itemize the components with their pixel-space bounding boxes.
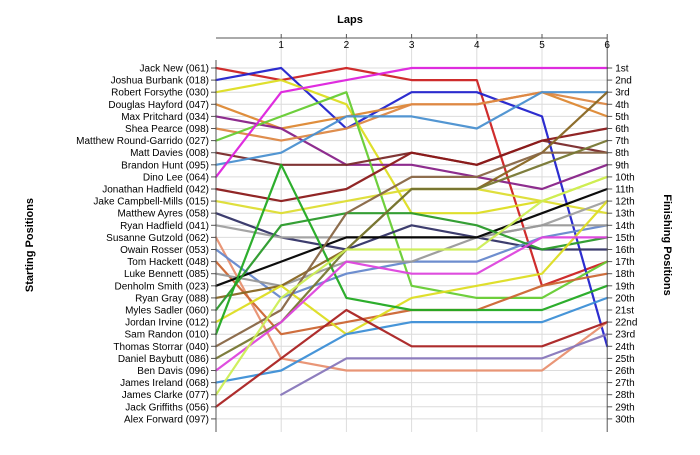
finish-label: 7th bbox=[615, 136, 629, 147]
start-label: Max Pritchard (034) bbox=[121, 112, 209, 123]
start-label: Denholm Smith (023) bbox=[115, 281, 209, 292]
finish-label: 9th bbox=[615, 160, 629, 171]
finish-label: 29th bbox=[615, 402, 634, 413]
series-line-29 bbox=[214, 308, 609, 408]
x-tick-label: 4 bbox=[474, 40, 480, 51]
start-label: Ryan Gray (088) bbox=[135, 293, 209, 304]
finish-label: 30th bbox=[615, 414, 634, 425]
finish-label: 23rd bbox=[615, 330, 635, 341]
series-line-24 bbox=[214, 151, 609, 348]
finish-label: 13th bbox=[615, 209, 634, 220]
series-line-26 bbox=[214, 236, 609, 372]
finish-label: 22nd bbox=[615, 318, 637, 329]
start-label: Dino Lee (064) bbox=[143, 172, 209, 183]
start-label: Joshua Burbank (018) bbox=[111, 76, 209, 87]
series-line-23 bbox=[214, 163, 609, 336]
start-label: James Clarke (077) bbox=[122, 390, 209, 401]
y-axis-right-title: Finishing Positions bbox=[661, 194, 673, 296]
finish-label: 4th bbox=[615, 100, 629, 111]
x-axis-title: Laps bbox=[337, 14, 363, 26]
start-label: Douglas Hayford (047) bbox=[108, 100, 209, 111]
finish-label: 2nd bbox=[615, 76, 632, 87]
start-label: James Ireland (068) bbox=[120, 378, 209, 389]
start-label: Shea Pearce (098) bbox=[125, 124, 209, 135]
finish-label: 16th bbox=[615, 245, 634, 256]
finish-label: 17th bbox=[615, 257, 634, 268]
finish-label: 10th bbox=[615, 172, 634, 183]
x-tick-label: 5 bbox=[539, 40, 545, 51]
finish-label: 26th bbox=[615, 366, 634, 377]
finish-label: 5th bbox=[615, 112, 629, 123]
x-tick-label: 2 bbox=[344, 40, 350, 51]
finish-label: 19th bbox=[615, 281, 634, 292]
series-line-5 bbox=[214, 115, 609, 191]
y-axis-left-title: Starting Positions bbox=[24, 197, 36, 293]
finish-label: 14th bbox=[615, 221, 634, 232]
series-line-19 bbox=[214, 187, 609, 287]
start-label: Jonathan Hadfield (042) bbox=[102, 185, 209, 196]
finish-label: 24th bbox=[615, 342, 634, 353]
start-label: Matt Davies (008) bbox=[130, 148, 209, 159]
start-label: Myles Sadler (060) bbox=[125, 306, 209, 317]
series-line-11 bbox=[214, 127, 609, 203]
start-label: Jake Campbell-Mills (015) bbox=[93, 197, 209, 208]
start-label: Thomas Storrar (040) bbox=[113, 342, 209, 353]
start-label: Robert Forsythe (030) bbox=[111, 88, 209, 99]
start-label: Jack New (061) bbox=[140, 64, 209, 75]
finish-label: 15th bbox=[615, 233, 634, 244]
start-label: Jordan Irvine (012) bbox=[125, 318, 209, 329]
start-label: Brandon Hunt (095) bbox=[121, 160, 209, 171]
series-line-7 bbox=[214, 91, 609, 299]
series-group bbox=[214, 66, 609, 408]
start-label: Ben Davis (096) bbox=[137, 366, 209, 377]
finish-label: 12th bbox=[615, 197, 634, 208]
finish-label: 3rd bbox=[615, 88, 629, 99]
start-label: Luke Bennett (085) bbox=[124, 269, 209, 280]
series-line-22 bbox=[214, 200, 609, 336]
finish-label: 8th bbox=[615, 148, 629, 159]
start-label: Tom Hackett (048) bbox=[127, 257, 209, 268]
finish-label: 6th bbox=[615, 124, 629, 135]
labels: 1 2 3 4 5 6 Jack New (061)Joshua Burbank (018)… bbox=[76, 40, 637, 425]
series-line-2 bbox=[214, 66, 609, 348]
finish-label: 1st bbox=[615, 64, 629, 75]
start-label: Daniel Baybutt (086) bbox=[118, 354, 209, 365]
start-label: Susanne Gutzold (062) bbox=[106, 233, 209, 244]
axes bbox=[211, 34, 613, 432]
series-line-27 bbox=[214, 296, 609, 384]
series-line-30 bbox=[280, 333, 609, 396]
finish-label: 28th bbox=[615, 390, 634, 401]
start-label: Sam Randon (010) bbox=[125, 330, 210, 341]
x-tick-label: 6 bbox=[604, 40, 610, 51]
finish-label: 18th bbox=[615, 269, 634, 280]
start-label: Matthew Ayres (058) bbox=[117, 209, 209, 220]
series-line-10 bbox=[214, 66, 609, 178]
x-tick-label: 3 bbox=[409, 40, 415, 51]
x-tick-label: 1 bbox=[278, 40, 284, 51]
series-line-21 bbox=[214, 212, 609, 312]
start-label: Alex Forward (097) bbox=[124, 414, 209, 425]
start-label: Jack Griffiths (056) bbox=[125, 402, 209, 413]
start-label: Owain Rosser (053) bbox=[120, 245, 209, 256]
start-label: Matthew Round-Garrido (027) bbox=[76, 136, 209, 147]
finish-label: 25th bbox=[615, 354, 634, 365]
series-line-28 bbox=[214, 175, 609, 396]
start-label: Ryan Hadfield (041) bbox=[120, 221, 209, 232]
finish-label: 11th bbox=[615, 185, 634, 196]
finish-label: 20th bbox=[615, 293, 634, 304]
finish-label: 27th bbox=[615, 378, 634, 389]
series-line-9 bbox=[214, 91, 609, 166]
finish-label: 21st bbox=[615, 306, 634, 317]
